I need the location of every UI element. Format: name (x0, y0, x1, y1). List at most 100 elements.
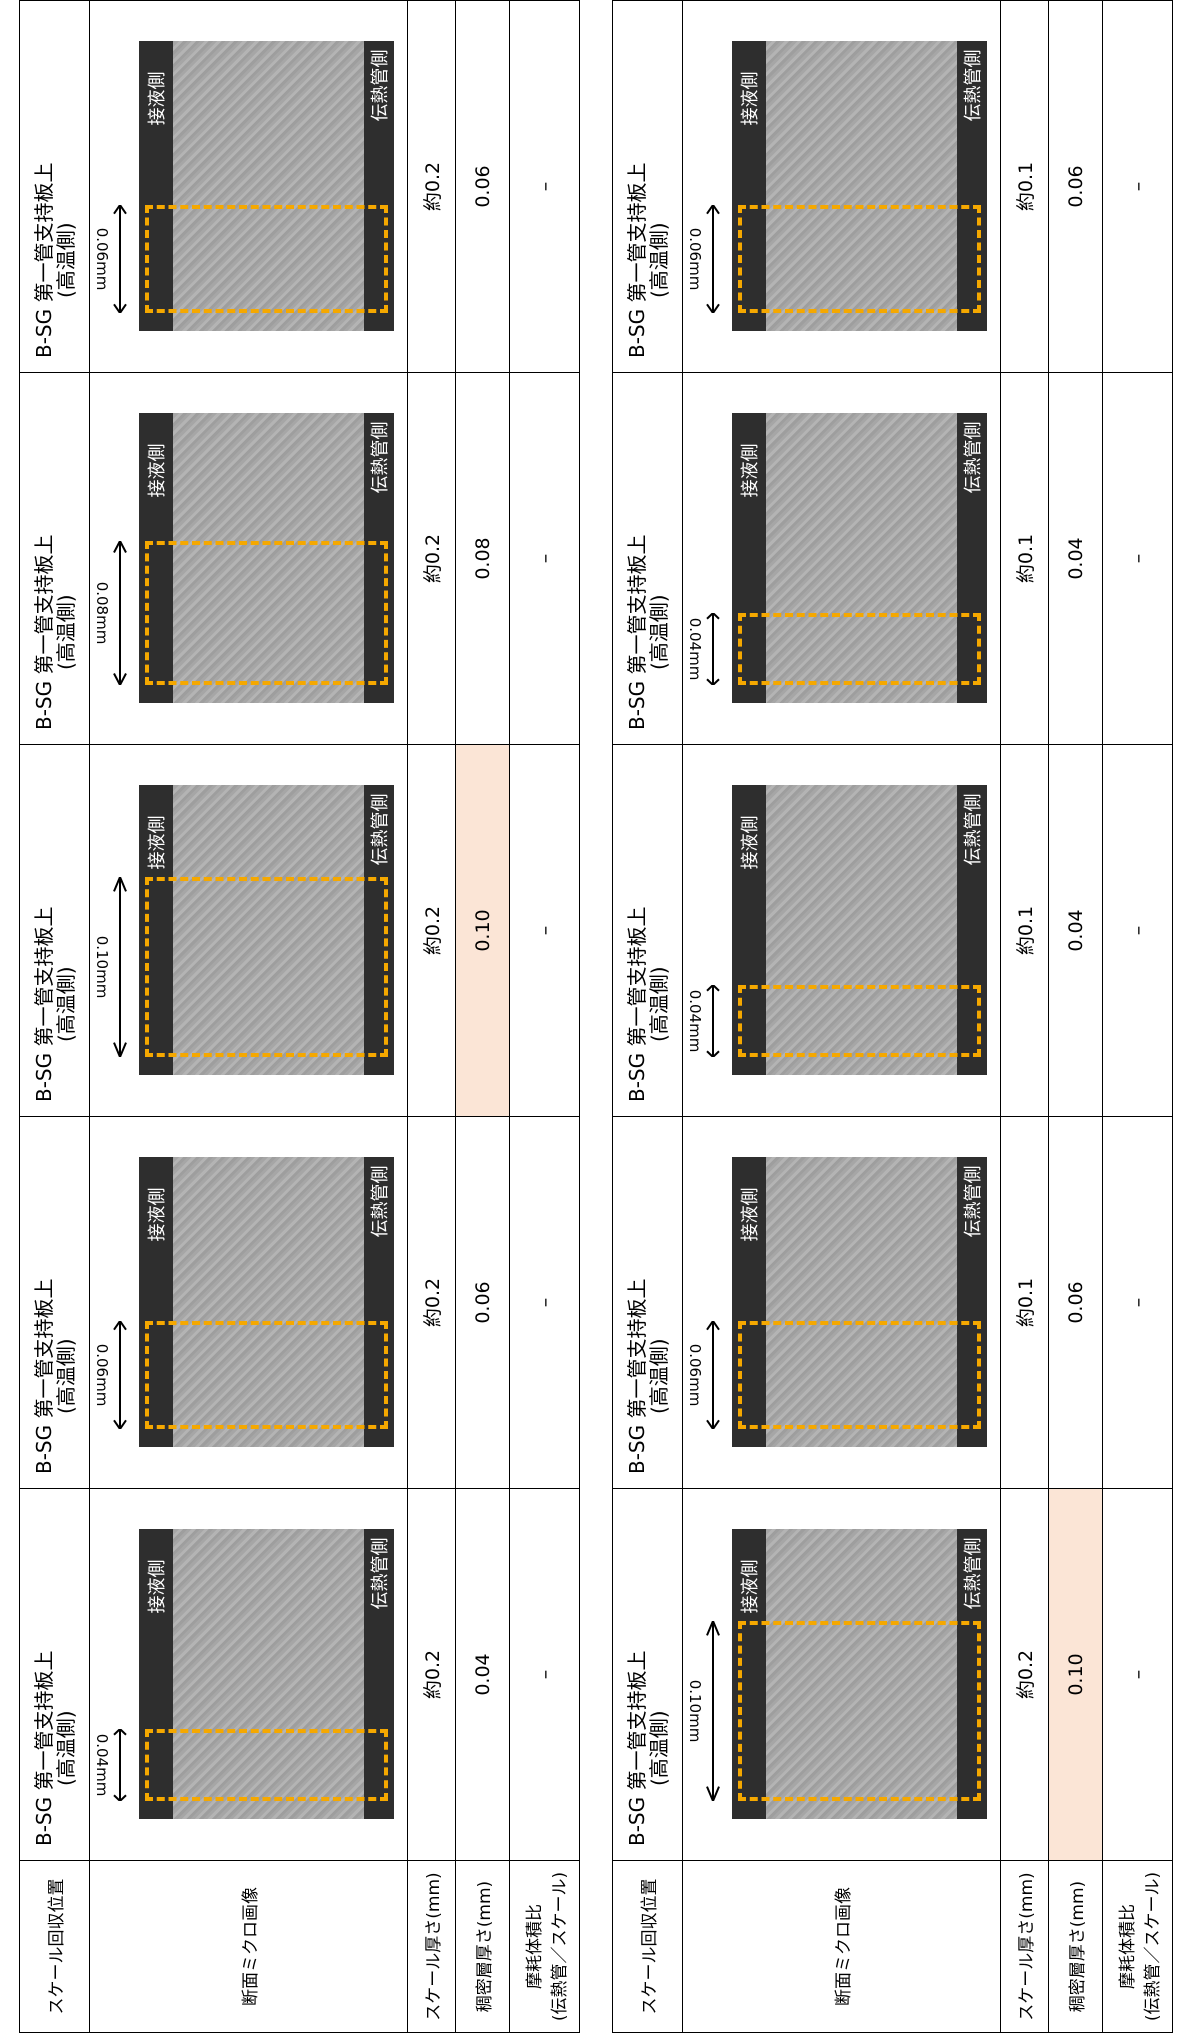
row-label: 摩耗体積比 (伝熱管／スケール) (509, 1860, 580, 2033)
row-label: 稠密層厚さ(mm) (455, 1860, 510, 2033)
location-line: (高温側) (646, 1710, 671, 1786)
dense-layer-box (144, 205, 388, 314)
micrograph-image: 接液側 伝熱管側 (138, 41, 394, 332)
location-line: (高温側) (646, 1338, 671, 1414)
wear-ratio: – (1102, 744, 1173, 1117)
row-label-text: スケール厚さ(mm) (424, 1872, 444, 2021)
thickness-label: 0.10mm (92, 936, 111, 999)
scale-thickness: 約0.1 (1000, 744, 1049, 1117)
tube-side-label: 伝熱管側 (962, 1537, 984, 1610)
arrow-icon (113, 1322, 127, 1430)
scale-thickness: 約0.2 (407, 0, 456, 373)
dense-layer: 0.04 (1048, 372, 1103, 745)
micrograph: 接液側 伝熱管側 0.06mm (686, 1157, 992, 1448)
location-cell: B-SG 第一管支持板上 (高温側) (612, 0, 683, 373)
arrow-icon (113, 1730, 127, 1802)
thickness-label: 0.10mm (685, 1680, 704, 1743)
dense-layer: 0.06 (1048, 0, 1103, 373)
dense-layer: 0.10 (455, 744, 510, 1117)
location-line: (高温側) (53, 1338, 78, 1414)
location-line: B-SG 第一管支持板上 (624, 906, 649, 1103)
liquid-side-label: 接液側 (739, 815, 761, 870)
wear-ratio: – (509, 1116, 580, 1489)
location-cell: B-SG 第一管支持板上 (高温側) (19, 744, 90, 1117)
tube-side-label: 伝熱管側 (962, 793, 984, 866)
dense-layer: 0.08 (455, 372, 510, 745)
row-label: 稠密層厚さ(mm) (1048, 1860, 1103, 2033)
image-cell: 接液側 伝熱管側 0.08mm (89, 372, 408, 745)
location-cell: B-SG 第一管支持板上 (高温側) (612, 744, 683, 1117)
image-cell: 接液側 伝熱管側 0.06mm (89, 0, 408, 373)
dense-layer-box (144, 877, 388, 1058)
location-line: B-SG 第一管支持板上 (624, 1278, 649, 1475)
dense-layer-box (144, 541, 388, 686)
micrograph-image: 接液側 伝熱管側 (138, 785, 394, 1076)
table-row: スケール回収位置 B-SG 第一管支持板上 (高温側) B-SG 第一管支持板上 (高温… (612, 0, 683, 2033)
location-line: (高温側) (53, 966, 78, 1042)
liquid-side-label: 接液側 (739, 443, 761, 498)
micrograph: 接液側 伝熱管側 0.08mm (93, 413, 399, 704)
location-cell: B-SG 第一管支持板上 (高温側) (19, 1116, 90, 1489)
dense-layer: 0.04 (455, 1488, 510, 1861)
location-line: B-SG 第一管支持板上 (31, 1650, 56, 1847)
row-label: 摩耗体積比 (伝熱管／スケール) (1102, 1860, 1173, 2033)
row-label-line: (伝熱管／スケール) (1142, 1871, 1163, 2022)
location-cell: B-SG 第一管支持板上 (高温側) (612, 1488, 683, 1861)
arrow-icon (706, 206, 720, 314)
location-line: B-SG 第一管支持板上 (624, 162, 649, 359)
dense-layer-box (737, 613, 981, 686)
table-row: 稠密層厚さ(mm) 0.10 0.06 0.04 0.04 0.06 (1048, 0, 1103, 2033)
liquid-side-label: 接液側 (146, 71, 168, 126)
image-cell: 接液側 伝熱管側 0.10mm (89, 744, 408, 1117)
scale-thickness: 約0.2 (407, 1488, 456, 1861)
thickness-arrow (706, 1622, 720, 1802)
dense-layer: 0.06 (455, 1116, 510, 1489)
row-label: スケール厚さ(mm) (1000, 1860, 1049, 2033)
wear-ratio: – (509, 0, 580, 373)
dense-layer: 0.06 (455, 0, 510, 373)
table-row: スケール厚さ(mm) 約0.2 約0.1 約0.1 約0.1 約0.1 (1000, 0, 1049, 2033)
row-label-text: 稠密層厚さ(mm) (1068, 1880, 1088, 2013)
location-cell: B-SG 第一管支持板上 (高温側) (612, 1116, 683, 1489)
location-line: B-SG 第一管支持板上 (31, 1278, 56, 1475)
tube-side-label: 伝熱管側 (369, 421, 391, 494)
thickness-arrow (113, 206, 127, 314)
dense-layer: 0.06 (1048, 1116, 1103, 1489)
location-line: B-SG 第一管支持板上 (624, 1650, 649, 1847)
wear-ratio: – (1102, 1488, 1173, 1861)
tube-side-label: 伝熱管側 (962, 49, 984, 122)
tube-side-label: 伝熱管側 (962, 421, 984, 494)
tube-side-label: 伝熱管側 (369, 793, 391, 866)
tube-side-label: 伝熱管側 (962, 1165, 984, 1238)
thickness-label: 0.06mm (685, 1344, 704, 1407)
row-label-text: 稠密層厚さ(mm) (475, 1880, 495, 2013)
row-label-text: スケール回収位置 (640, 1878, 660, 2015)
location-line: (高温側) (53, 222, 78, 298)
row-label: スケール回収位置 (612, 1860, 683, 2033)
row-label: 断面ミクロ画像 (682, 1860, 1001, 2033)
micrograph-image: 接液側 伝熱管側 (731, 41, 987, 332)
row-label-text: 断面ミクロ画像 (241, 1887, 261, 2006)
location-cell: B-SG 第一管支持板上 (高温側) (612, 372, 683, 745)
wear-ratio: – (509, 1488, 580, 1861)
micrograph-image: 接液側 伝熱管側 (138, 1157, 394, 1448)
thickness-arrow (706, 1322, 720, 1430)
table-row: 稠密層厚さ(mm) 0.04 0.06 0.10 0.08 0.06 (455, 0, 510, 2033)
dense-layer: 0.04 (1048, 744, 1103, 1117)
arrow-icon (706, 986, 720, 1058)
location-line: B-SG 第一管支持板上 (624, 534, 649, 731)
row-label-text: 断面ミクロ画像 (834, 1887, 854, 2006)
image-cell: 接液側 伝熱管側 0.06mm (682, 1116, 1001, 1489)
thickness-label: 0.04mm (685, 990, 704, 1053)
micrograph: 接液側 伝熱管側 0.10mm (93, 785, 399, 1076)
liquid-side-label: 接液側 (146, 1187, 168, 1242)
thickness-label: 0.06mm (92, 228, 111, 291)
dense-layer-box (737, 205, 981, 314)
data-table: スケール回収位置 B-SG 第一管支持板上 (高温側) B-SG 第一管支持板上 (高温… (19, 0, 580, 2033)
table-row: 摩耗体積比 (伝熱管／スケール) – – – – – (1102, 0, 1173, 2033)
dense-layer-box (144, 1729, 388, 1802)
arrow-icon (113, 878, 127, 1058)
tube-side-label: 伝熱管側 (369, 1537, 391, 1610)
liquid-side-label: 接液側 (146, 1559, 168, 1614)
